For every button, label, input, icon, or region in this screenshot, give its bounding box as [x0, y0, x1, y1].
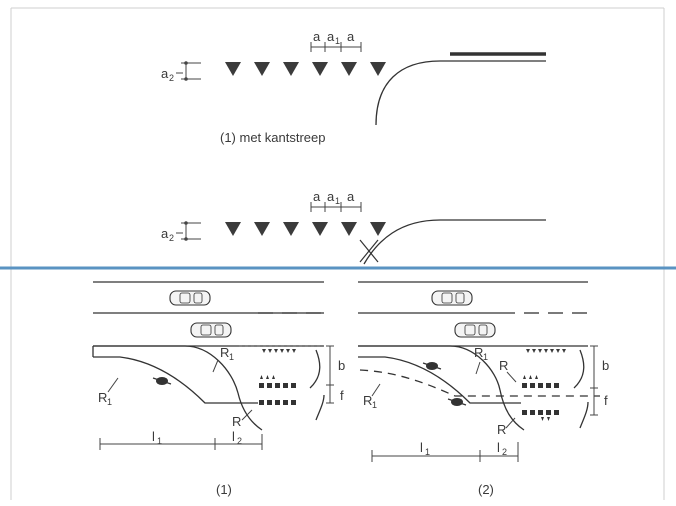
spacing-dimension: a a 1 a: [310, 29, 362, 52]
label-r1-left: R: [363, 393, 372, 408]
yield-triangle-icon: [341, 62, 357, 76]
height-label-sub: 2: [169, 233, 174, 243]
spacing-label-middle-sub: 1: [335, 36, 340, 46]
cycle-path-outer: [93, 345, 239, 394]
cross-out-icon: [359, 239, 379, 263]
label-r1-top: R: [474, 345, 483, 360]
label-r-top: R: [499, 358, 508, 373]
yield-triangle-icon: [312, 222, 328, 236]
label-r1-left: R: [98, 390, 107, 405]
yield-triangles: [225, 62, 386, 76]
yield-triangles: [225, 222, 386, 236]
spacing-label-left: a: [313, 189, 321, 204]
road-edge-curve: [363, 219, 546, 265]
dim-l2-sub: 2: [502, 447, 507, 457]
top-caption: (1) met kantstreep: [220, 130, 326, 145]
bottom-right-diagram: b f R 1 R R 1 R l 1 l 2 (2): [358, 281, 609, 497]
yield-triangle-icon: [254, 222, 270, 236]
height-label: a: [161, 66, 169, 81]
yield-triangle-icon: [225, 62, 241, 76]
height-label-sub: 2: [169, 73, 174, 83]
yield-triangle-icon: [283, 62, 299, 76]
label-r1-left-sub: 1: [372, 400, 377, 410]
yield-triangle-icon: [225, 222, 241, 236]
spacing-label-middle: a: [327, 29, 335, 44]
dim-l1: l: [152, 429, 155, 444]
cycle-path-inner: [93, 356, 258, 404]
car-icon: [454, 322, 496, 338]
dim-b: b: [338, 358, 345, 373]
height-label: a: [161, 226, 169, 241]
label-r1-top-sub: 1: [229, 352, 234, 362]
yield-triangle-icon: [312, 62, 328, 76]
crossing-blocks: [259, 375, 296, 405]
spacing-label-right: a: [347, 29, 355, 44]
yield-triangle-icon: [370, 62, 386, 76]
bottom-right-caption: (2): [478, 482, 494, 497]
spacing-label-left: a: [313, 29, 321, 44]
label-r1-top: R: [220, 345, 229, 360]
middle-diagram: a 2 a a 1 a: [161, 189, 546, 265]
bottom-left-caption: (1): [216, 482, 232, 497]
yield-triangle-icon: [341, 222, 357, 236]
yield-triangles: [526, 349, 566, 353]
yield-triangle-icon: [254, 62, 270, 76]
height-dimension: a 2: [161, 61, 201, 83]
bottom-left-diagram: b f R 1 R 1 R l 1 l 2 (1): [92, 281, 345, 497]
yield-triangle-icon: [370, 222, 386, 236]
yield-triangle-icon: [283, 222, 299, 236]
dim-f: f: [604, 393, 608, 408]
dim-b: b: [602, 358, 609, 373]
road-edge-curve: [375, 60, 546, 126]
cyclist-icon: [152, 377, 172, 385]
dim-l1: l: [420, 440, 423, 455]
spacing-label-middle-sub: 1: [335, 196, 340, 206]
spacing-label-right: a: [347, 189, 355, 204]
dim-l2-sub: 2: [237, 436, 242, 446]
dim-f: f: [340, 388, 344, 403]
height-dimension: a 2: [161, 221, 201, 243]
dim-l1-sub: 1: [157, 436, 162, 446]
spacing-dimension: a a 1 a: [310, 189, 362, 212]
label-r: R: [232, 414, 241, 429]
label-r1-top-sub: 1: [483, 352, 488, 362]
spacing-label-middle: a: [327, 189, 335, 204]
cyclist-icon: [422, 362, 442, 370]
car-icon: [169, 290, 211, 306]
yield-triangles: [262, 349, 296, 353]
label-r1-left-sub: 1: [107, 397, 112, 407]
label-r: R: [497, 422, 506, 437]
crossing-blocks: [522, 375, 559, 421]
car-icon: [190, 322, 232, 338]
dim-l1-sub: 1: [425, 447, 430, 457]
top-diagram: a 2 a a 1 a (1) met kantstreep: [161, 29, 546, 145]
dim-l2: l: [232, 429, 235, 444]
dim-l2: l: [497, 440, 500, 455]
car-icon: [431, 290, 473, 306]
cyclist-icon: [447, 398, 467, 406]
